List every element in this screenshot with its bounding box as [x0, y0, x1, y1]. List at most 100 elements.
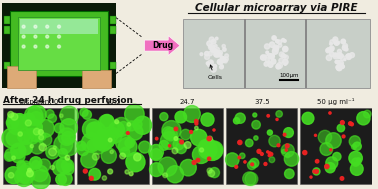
- Circle shape: [110, 150, 113, 153]
- Circle shape: [20, 163, 34, 177]
- Circle shape: [205, 141, 223, 159]
- Circle shape: [192, 160, 196, 164]
- Circle shape: [31, 170, 50, 189]
- Circle shape: [108, 169, 113, 174]
- Circle shape: [340, 56, 345, 60]
- Circle shape: [82, 133, 101, 152]
- Circle shape: [65, 155, 70, 160]
- Circle shape: [260, 153, 263, 155]
- Circle shape: [238, 156, 240, 159]
- Circle shape: [150, 149, 162, 161]
- Circle shape: [269, 54, 271, 56]
- Text: Drug: Drug: [152, 41, 173, 50]
- Circle shape: [201, 113, 214, 126]
- Circle shape: [176, 143, 186, 154]
- Circle shape: [341, 39, 345, 44]
- Circle shape: [208, 51, 212, 56]
- Circle shape: [139, 141, 150, 153]
- Circle shape: [338, 60, 344, 66]
- Circle shape: [62, 159, 74, 172]
- Circle shape: [281, 54, 285, 58]
- Circle shape: [149, 144, 163, 159]
- Circle shape: [318, 130, 332, 144]
- Circle shape: [264, 62, 268, 66]
- Circle shape: [213, 129, 215, 131]
- Circle shape: [116, 134, 132, 151]
- Circle shape: [8, 113, 18, 124]
- Circle shape: [267, 130, 273, 135]
- Circle shape: [326, 157, 338, 169]
- Circle shape: [11, 114, 28, 130]
- Circle shape: [175, 111, 187, 123]
- Circle shape: [266, 51, 268, 54]
- Circle shape: [271, 54, 274, 57]
- Circle shape: [61, 138, 78, 156]
- Circle shape: [270, 54, 272, 57]
- Circle shape: [57, 25, 60, 28]
- Circle shape: [347, 54, 351, 59]
- Circle shape: [341, 54, 344, 57]
- Circle shape: [335, 60, 338, 63]
- Circle shape: [174, 137, 178, 140]
- Circle shape: [252, 120, 260, 129]
- Circle shape: [28, 105, 46, 124]
- Circle shape: [203, 138, 214, 149]
- Circle shape: [34, 25, 37, 28]
- Circle shape: [6, 117, 19, 129]
- Circle shape: [12, 149, 25, 163]
- Circle shape: [99, 115, 114, 131]
- Circle shape: [238, 140, 242, 145]
- Circle shape: [120, 153, 125, 159]
- Circle shape: [267, 53, 270, 56]
- Circle shape: [120, 147, 130, 157]
- Circle shape: [338, 54, 341, 57]
- Circle shape: [49, 148, 57, 156]
- Circle shape: [274, 46, 278, 51]
- Circle shape: [314, 134, 316, 136]
- Circle shape: [198, 140, 217, 159]
- Circle shape: [46, 45, 49, 48]
- Circle shape: [276, 111, 282, 117]
- Circle shape: [267, 151, 269, 153]
- Circle shape: [207, 41, 212, 46]
- Circle shape: [94, 133, 112, 151]
- Circle shape: [54, 135, 73, 154]
- Circle shape: [211, 66, 216, 72]
- Circle shape: [344, 59, 346, 61]
- Circle shape: [33, 128, 41, 136]
- Circle shape: [18, 132, 22, 136]
- Circle shape: [195, 119, 198, 123]
- Circle shape: [283, 133, 286, 136]
- Circle shape: [235, 113, 245, 123]
- Circle shape: [285, 144, 289, 148]
- Circle shape: [2, 128, 22, 148]
- Circle shape: [19, 141, 33, 155]
- Bar: [4, 16, 10, 24]
- Circle shape: [167, 166, 183, 183]
- Circle shape: [6, 130, 22, 146]
- Circle shape: [172, 148, 178, 154]
- Circle shape: [127, 121, 136, 131]
- Circle shape: [279, 52, 284, 57]
- Circle shape: [93, 135, 108, 149]
- Circle shape: [217, 59, 222, 64]
- Circle shape: [277, 63, 282, 68]
- Circle shape: [326, 48, 330, 53]
- Circle shape: [254, 136, 258, 140]
- Bar: [2, 3, 116, 88]
- Circle shape: [32, 161, 40, 169]
- Circle shape: [245, 139, 253, 147]
- Circle shape: [200, 148, 204, 152]
- Circle shape: [235, 165, 238, 168]
- Bar: [152, 108, 223, 184]
- Circle shape: [251, 163, 254, 166]
- Circle shape: [159, 140, 169, 150]
- Circle shape: [108, 138, 112, 142]
- Text: Cells: Cells: [207, 65, 222, 81]
- Circle shape: [285, 169, 294, 179]
- Circle shape: [245, 172, 258, 185]
- Circle shape: [285, 149, 287, 151]
- Circle shape: [63, 164, 74, 175]
- Circle shape: [18, 131, 30, 143]
- Circle shape: [54, 123, 64, 133]
